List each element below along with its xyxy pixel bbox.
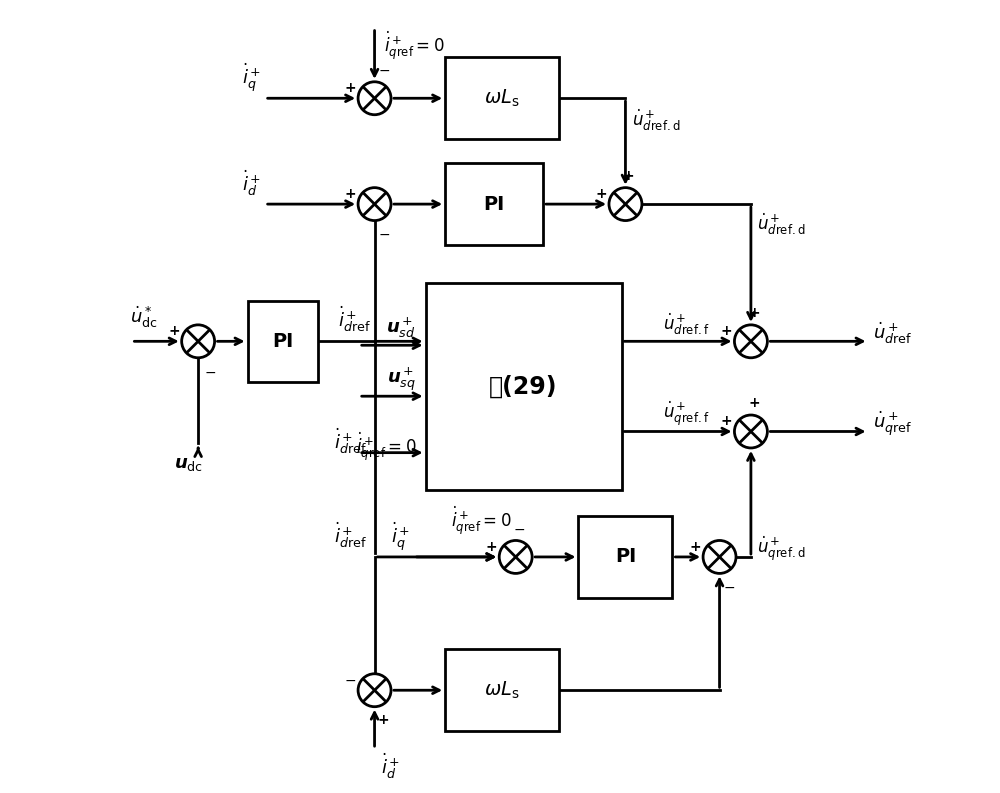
Bar: [248, 301, 318, 382]
Bar: [578, 516, 672, 598]
Circle shape: [703, 541, 736, 573]
Bar: [426, 282, 622, 490]
Text: $\boldsymbol{\dot{i}}^+_{q{\rm ref}}=0$: $\boldsymbol{\dot{i}}^+_{q{\rm ref}}=0$: [384, 29, 445, 62]
Text: +: +: [748, 306, 760, 320]
Text: $-$: $-$: [344, 673, 356, 687]
Text: $-$: $-$: [378, 63, 390, 77]
Text: +: +: [623, 169, 634, 183]
Text: +: +: [344, 81, 356, 95]
Text: $-$: $-$: [204, 365, 216, 379]
Text: $\boldsymbol{\dot{i}}^+_{d{\rm ref}}$: $\boldsymbol{\dot{i}}^+_{d{\rm ref}}$: [334, 520, 367, 550]
Circle shape: [358, 674, 391, 707]
Text: $\boldsymbol{u}^+_{sq}$: $\boldsymbol{u}^+_{sq}$: [387, 366, 416, 393]
Text: 式(29): 式(29): [489, 374, 558, 398]
Text: $\boldsymbol{\dot{u}}^*_{\rm dc}$: $\boldsymbol{\dot{u}}^*_{\rm dc}$: [130, 305, 158, 331]
Circle shape: [182, 325, 215, 358]
Text: $\boldsymbol{\dot{i}}^+_{q{\rm ref}}=0$: $\boldsymbol{\dot{i}}^+_{q{\rm ref}}=0$: [356, 431, 416, 462]
Text: $-$: $-$: [378, 227, 390, 241]
Text: +: +: [689, 540, 701, 554]
Text: $\boldsymbol{\dot{i}}^+_q$: $\boldsymbol{\dot{i}}^+_q$: [242, 62, 261, 94]
Text: +: +: [721, 414, 732, 428]
Text: $\boldsymbol{\dot{i}}^+_{d{\rm ref}}$: $\boldsymbol{\dot{i}}^+_{d{\rm ref}}$: [338, 305, 371, 334]
Text: $\omega L_{\rm s}$: $\omega L_{\rm s}$: [484, 680, 520, 701]
Circle shape: [609, 188, 642, 220]
Text: +: +: [344, 187, 356, 201]
Circle shape: [734, 325, 767, 358]
Circle shape: [499, 541, 532, 573]
Text: $\boldsymbol{\dot{u}}^+_{q{\rm ref}}$: $\boldsymbol{\dot{u}}^+_{q{\rm ref}}$: [873, 409, 912, 438]
Text: PI: PI: [615, 547, 636, 566]
Text: PI: PI: [483, 194, 505, 213]
Text: PI: PI: [272, 331, 293, 351]
Text: $\boldsymbol{\dot{i}}^+_d$: $\boldsymbol{\dot{i}}^+_d$: [381, 752, 400, 780]
Bar: [445, 163, 543, 245]
Text: $-$: $-$: [723, 580, 735, 594]
Text: $-$: $-$: [513, 522, 525, 536]
Text: +: +: [378, 713, 389, 727]
Text: +: +: [721, 324, 732, 338]
Text: $\boldsymbol{u}_{\rm dc}$: $\boldsymbol{u}_{\rm dc}$: [174, 455, 203, 473]
Text: $\boldsymbol{u}^+_{sd}$: $\boldsymbol{u}^+_{sd}$: [386, 316, 416, 340]
Bar: [445, 649, 559, 731]
Text: $\boldsymbol{\dot{u}}^+_{d{\rm ref.f}}$: $\boldsymbol{\dot{u}}^+_{d{\rm ref.f}}$: [663, 312, 709, 336]
Text: $\boldsymbol{\dot{i}}^+_{q{\rm ref}}=0$: $\boldsymbol{\dot{i}}^+_{q{\rm ref}}=0$: [451, 504, 512, 537]
Text: $\boldsymbol{\dot{i}}^+_q$: $\boldsymbol{\dot{i}}^+_q$: [391, 520, 410, 553]
Text: $\omega L_{\rm s}$: $\omega L_{\rm s}$: [484, 87, 520, 109]
Bar: [445, 57, 559, 139]
Text: $\boldsymbol{\dot{u}}^+_{q{\rm ref.d}}$: $\boldsymbol{\dot{u}}^+_{q{\rm ref.d}}$: [757, 535, 806, 563]
Text: $\boldsymbol{\dot{u}}^+_{d{\rm ref}}$: $\boldsymbol{\dot{u}}^+_{d{\rm ref}}$: [873, 321, 912, 346]
Circle shape: [358, 82, 391, 115]
Text: $\boldsymbol{\dot{i}}^+_{d{\rm ref}}$: $\boldsymbol{\dot{i}}^+_{d{\rm ref}}$: [334, 427, 367, 456]
Circle shape: [734, 415, 767, 448]
Text: $\boldsymbol{\dot{i}}^+_d$: $\boldsymbol{\dot{i}}^+_d$: [242, 169, 261, 198]
Text: +: +: [595, 187, 607, 201]
Text: +: +: [486, 540, 497, 554]
Text: $\boldsymbol{\dot{u}}^+_{q{\rm ref.f}}$: $\boldsymbol{\dot{u}}^+_{q{\rm ref.f}}$: [663, 400, 709, 428]
Text: +: +: [168, 324, 180, 338]
Text: +: +: [748, 396, 760, 410]
Text: $\boldsymbol{\dot{u}}^+_{d{\rm ref.d}}$: $\boldsymbol{\dot{u}}^+_{d{\rm ref.d}}$: [632, 108, 680, 132]
Text: $\boldsymbol{\dot{u}}^+_{d{\rm ref.d}}$: $\boldsymbol{\dot{u}}^+_{d{\rm ref.d}}$: [757, 212, 806, 237]
Circle shape: [358, 188, 391, 220]
